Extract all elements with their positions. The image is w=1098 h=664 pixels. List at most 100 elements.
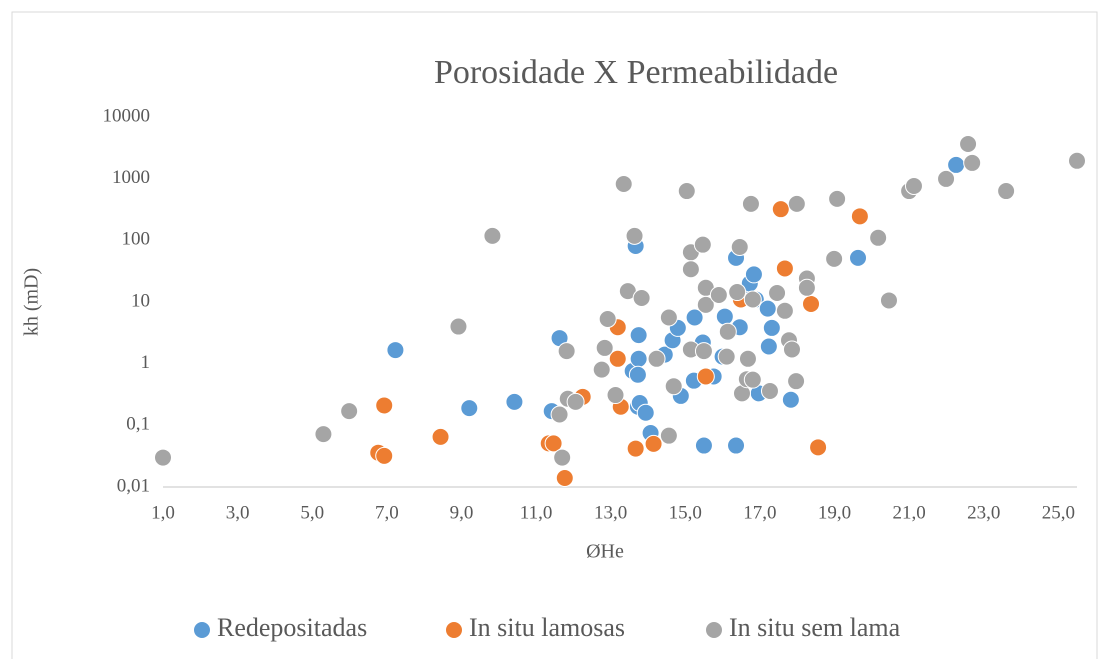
- point: [959, 134, 978, 153]
- point: [449, 317, 468, 336]
- x-tick-label: 19,0: [818, 502, 851, 523]
- point: [595, 338, 614, 357]
- point: [685, 308, 704, 327]
- x-tick-label: 17,0: [743, 502, 776, 523]
- point: [771, 200, 790, 219]
- point: [850, 207, 869, 226]
- point: [659, 426, 678, 445]
- point: [802, 294, 821, 313]
- point: [809, 438, 828, 457]
- point: [628, 365, 647, 384]
- point: [314, 425, 333, 444]
- point: [904, 177, 923, 196]
- point: [431, 427, 450, 446]
- point: [768, 283, 787, 302]
- point: [709, 285, 728, 304]
- chart-title: Porosidade X Permeabilidade: [434, 54, 838, 91]
- point: [781, 390, 800, 409]
- point: [696, 295, 715, 314]
- point: [625, 226, 644, 245]
- point: [647, 349, 666, 368]
- point: [614, 174, 633, 193]
- x-tick-label: 25,0: [1042, 502, 1075, 523]
- x-tick-label: 13,0: [594, 502, 627, 523]
- point: [937, 169, 956, 188]
- point: [592, 360, 611, 379]
- point: [694, 342, 713, 361]
- point: [849, 248, 868, 267]
- point: [636, 403, 655, 422]
- point: [879, 291, 898, 310]
- point: [738, 349, 757, 368]
- point: [677, 182, 696, 201]
- y-tick-label: 100: [122, 229, 151, 250]
- point: [782, 340, 801, 359]
- point: [787, 194, 806, 213]
- point: [608, 349, 627, 368]
- point: [555, 468, 574, 487]
- point: [743, 370, 762, 389]
- x-tick-label: 3,0: [226, 502, 250, 523]
- point: [743, 290, 762, 309]
- point: [626, 439, 645, 458]
- y-tick-label: 1000: [112, 167, 150, 188]
- point: [629, 326, 648, 345]
- x-tick-label: 7,0: [375, 502, 399, 523]
- y-tick-label: 1: [141, 352, 151, 373]
- x-tick-label: 11,0: [520, 502, 553, 523]
- point: [728, 283, 747, 302]
- legend-marker: [445, 621, 463, 639]
- point: [659, 308, 678, 327]
- point: [762, 318, 781, 337]
- point: [947, 155, 966, 174]
- point: [741, 194, 760, 213]
- point: [566, 392, 585, 411]
- point: [727, 436, 746, 455]
- point: [696, 367, 715, 386]
- x-tick-label: 1,0: [151, 502, 175, 523]
- point: [775, 259, 794, 278]
- point: [544, 434, 563, 453]
- point: [632, 289, 651, 308]
- point: [717, 347, 736, 366]
- y-tick-label: 10: [131, 290, 150, 311]
- point: [797, 278, 816, 297]
- legend-label: In situ lamosas: [469, 613, 625, 642]
- point: [760, 382, 779, 401]
- x-tick-label: 15,0: [669, 502, 702, 523]
- x-tick-label: 21,0: [892, 502, 925, 523]
- legend-label: In situ sem lama: [729, 613, 901, 642]
- legend-marker: [705, 621, 723, 639]
- point: [828, 189, 847, 208]
- point: [869, 228, 888, 247]
- point: [758, 299, 777, 318]
- point: [693, 235, 712, 254]
- point: [460, 399, 479, 418]
- point: [775, 301, 794, 320]
- x-tick-label: 9,0: [450, 502, 474, 523]
- point: [553, 448, 572, 467]
- point: [694, 436, 713, 455]
- point: [557, 342, 576, 361]
- point: [1068, 151, 1086, 170]
- point: [644, 434, 663, 453]
- x-tick-label: 23,0: [967, 502, 1000, 523]
- point: [598, 310, 617, 329]
- y-axis-label: kh (mD): [21, 268, 43, 336]
- legend-marker: [193, 621, 211, 639]
- y-tick-label: 0,1: [126, 414, 150, 435]
- point: [606, 386, 625, 405]
- point: [681, 260, 700, 279]
- point: [759, 337, 778, 356]
- point: [386, 341, 405, 360]
- y-tick-label: 10000: [103, 105, 151, 126]
- point: [664, 377, 683, 396]
- point: [340, 402, 359, 421]
- point: [787, 372, 806, 391]
- point: [375, 446, 394, 465]
- x-axis-label: ØHe: [586, 541, 624, 563]
- legend-label: Redepositadas: [217, 613, 367, 642]
- point: [375, 396, 394, 415]
- y-tick-label: 0,01: [117, 475, 150, 496]
